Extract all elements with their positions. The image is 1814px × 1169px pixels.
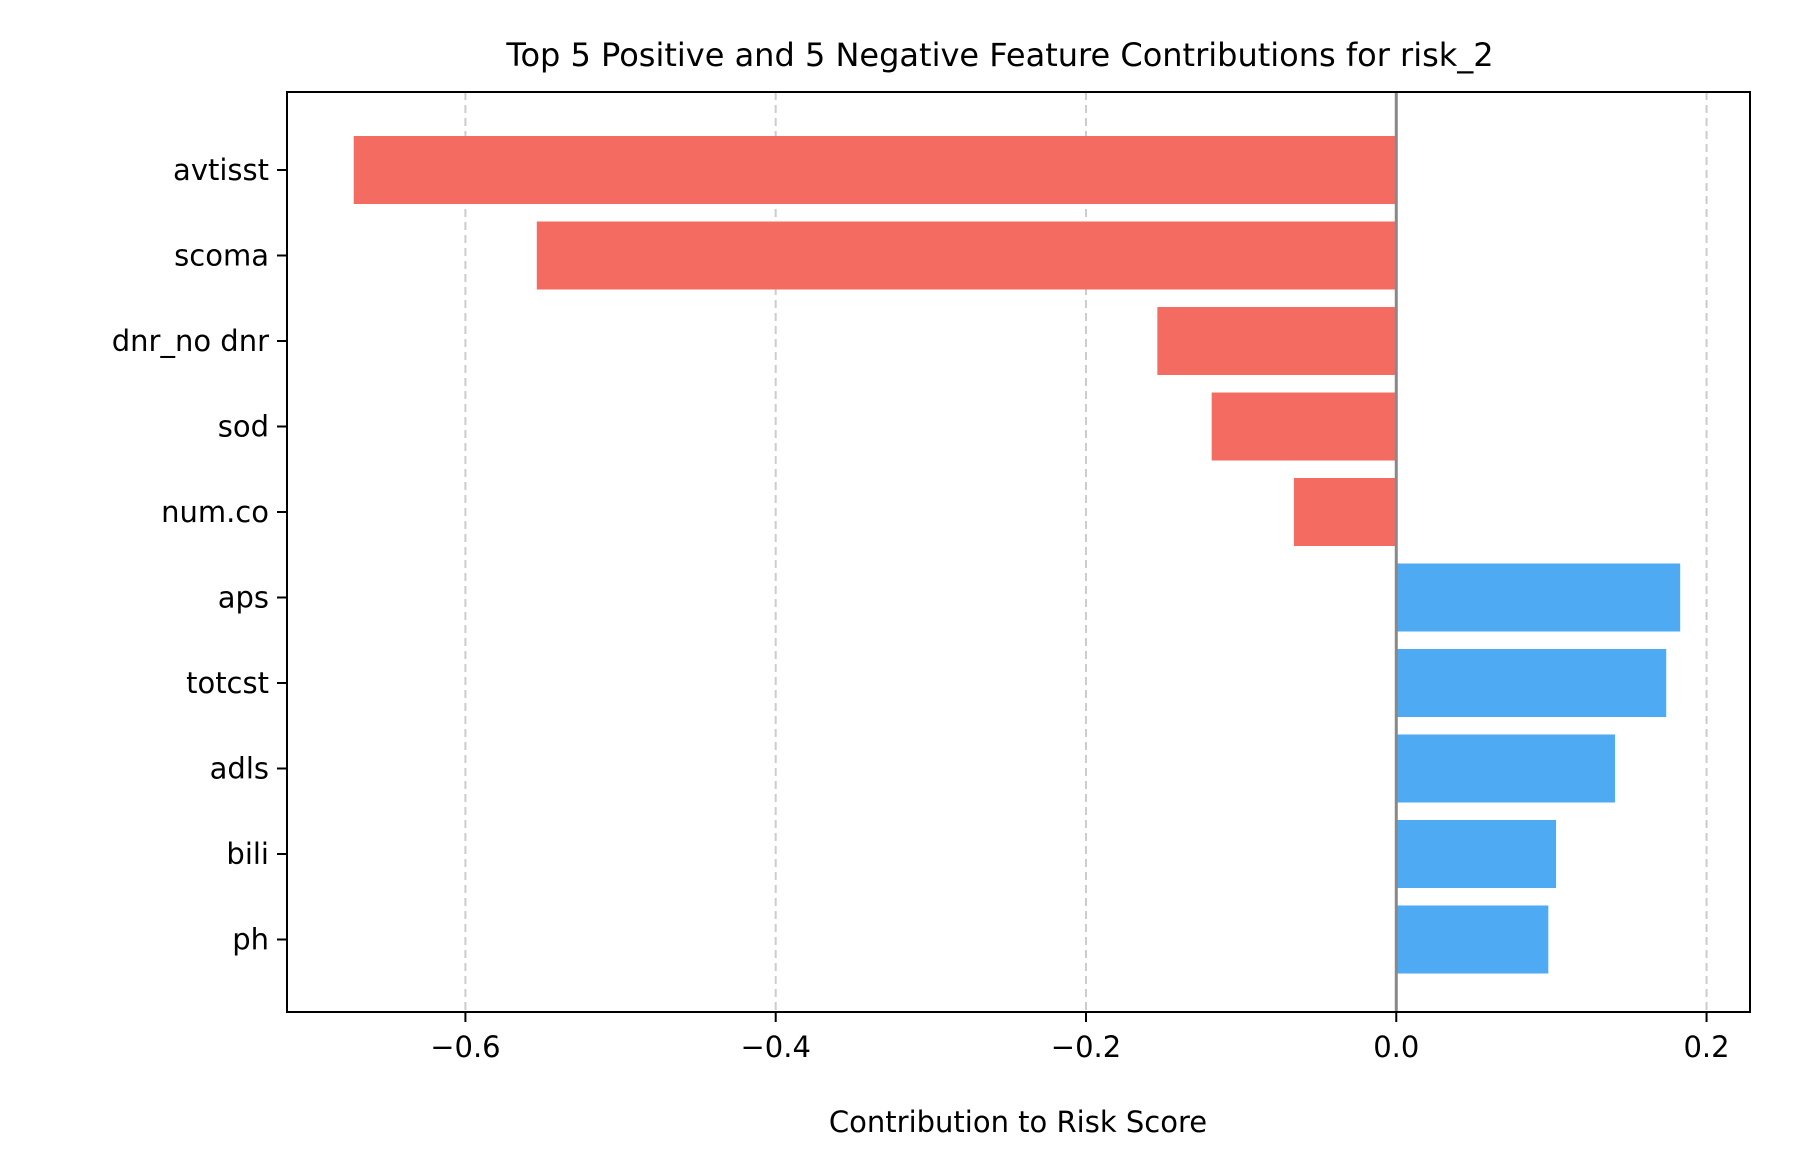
chart-title: Top 5 Positive and 5 Negative Feature Co… <box>505 36 1493 74</box>
bar-ph <box>1396 905 1549 974</box>
bar-aps <box>1396 563 1681 632</box>
bar-dnr-no-dnr <box>1157 307 1397 375</box>
bar-totcst <box>1396 649 1667 717</box>
bar-avtisst <box>353 136 1397 204</box>
y-tick-label: ph <box>232 923 269 957</box>
x-tick-label: −0.6 <box>430 1030 500 1064</box>
y-tick-label: dnr_no dnr <box>112 324 269 358</box>
bar-scoma <box>536 221 1397 290</box>
y-tick-label: num.co <box>161 495 269 529</box>
y-tick-label: avtisst <box>173 153 269 187</box>
y-tick-label: scoma <box>174 239 269 273</box>
x-tick-label: −0.2 <box>1051 1030 1121 1064</box>
y-axis: avtisst scoma dnr_no dnr sod num.co aps totcst… <box>112 153 287 957</box>
x-tick-label: 0.0 <box>1373 1030 1419 1064</box>
bar-bili <box>1396 820 1557 888</box>
y-tick-label: totcst <box>186 666 269 700</box>
x-axis-label: Contribution to Risk Score <box>829 1105 1207 1139</box>
x-tick-label: 0.2 <box>1683 1030 1729 1064</box>
x-axis: −0.6 −0.4 −0.2 0.0 0.2 <box>430 1012 1730 1064</box>
bars-layer <box>353 136 1681 974</box>
bar-sod <box>1211 392 1397 461</box>
y-tick-label: bili <box>226 837 269 871</box>
bar-adls <box>1396 734 1616 803</box>
x-tick-label: −0.4 <box>740 1030 810 1064</box>
y-tick-label: aps <box>218 581 269 615</box>
y-tick-label: sod <box>218 410 269 444</box>
y-tick-label: adls <box>210 752 269 786</box>
bar-num-co <box>1293 478 1397 546</box>
plot-frame <box>286 91 1751 1013</box>
